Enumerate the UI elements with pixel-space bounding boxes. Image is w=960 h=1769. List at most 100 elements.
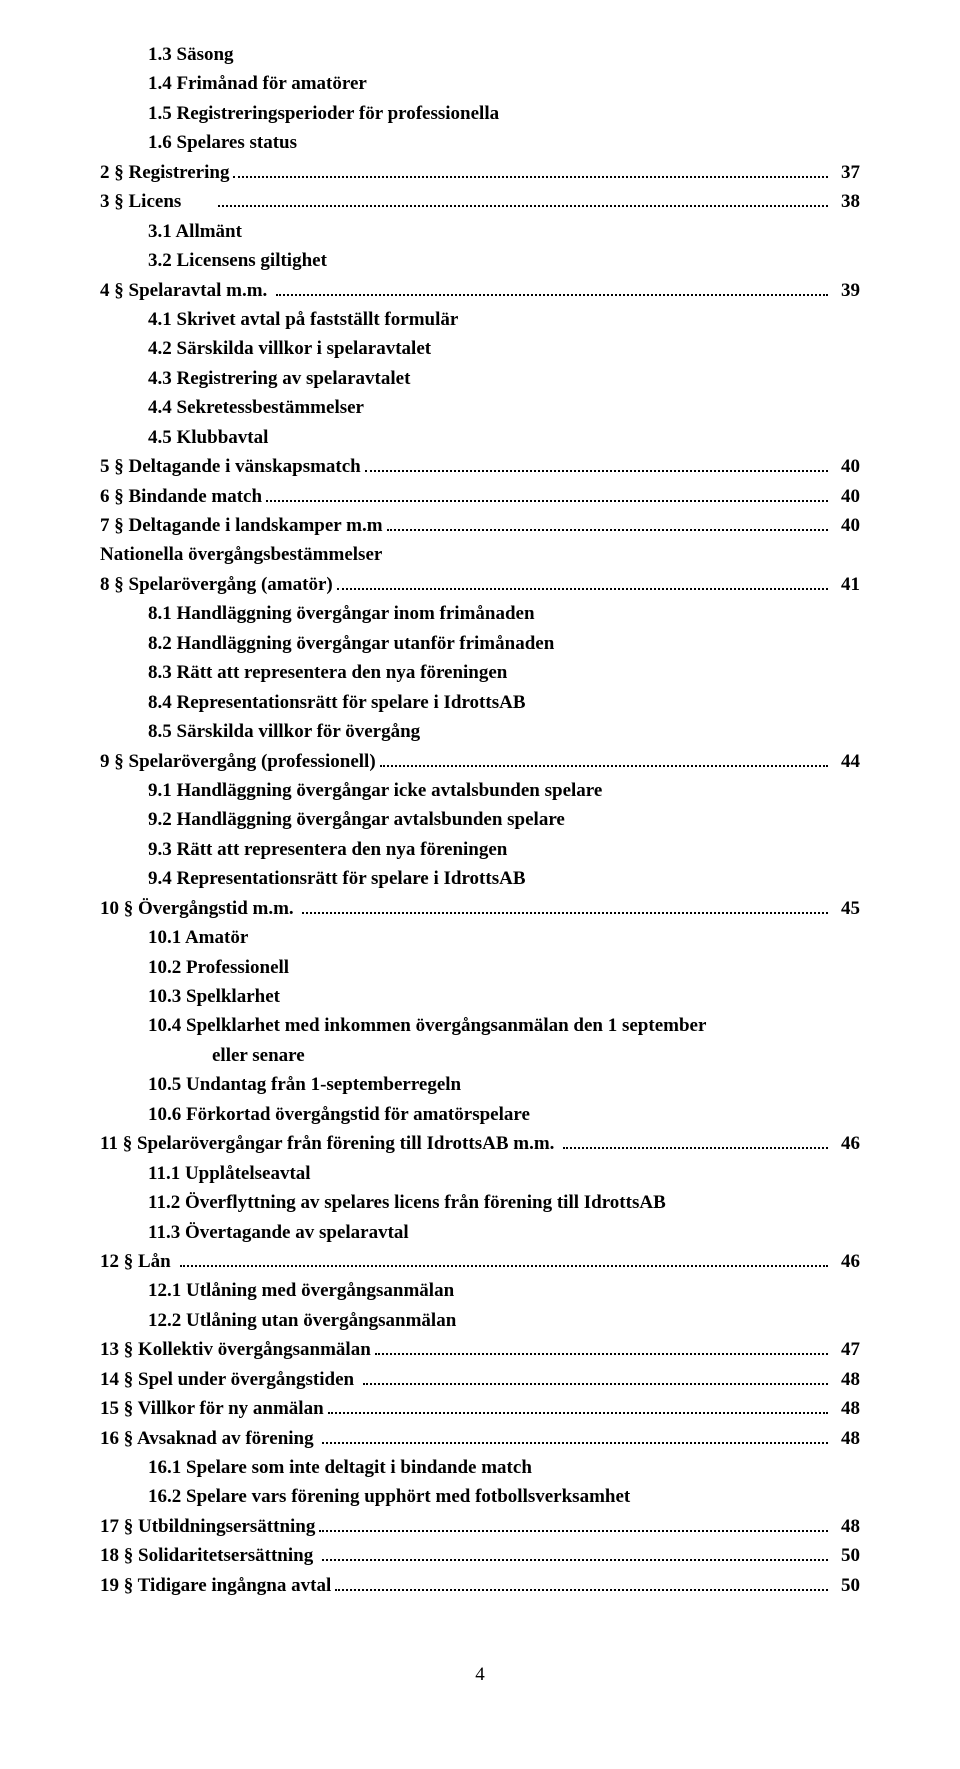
toc-label: 19 § Tidigare ingångna avtal — [100, 1571, 331, 1600]
toc-label: 4 § Spelaravtal m.m. — [100, 276, 272, 305]
toc-label: 2 § Registrering — [100, 158, 229, 187]
toc-row: 4.1 Skrivet avtal på fastställt formulär — [100, 305, 908, 334]
toc-row: 3.1 Allmänt — [100, 217, 908, 246]
toc-row: 1.6 Spelares status — [100, 128, 908, 157]
toc-row: 3 § Licens 38 — [100, 187, 860, 216]
toc-row: Nationella övergångsbestämmelser — [100, 540, 860, 569]
dot-leader — [322, 1426, 828, 1443]
toc-row: 10.6 Förkortad övergångstid för amatörsp… — [100, 1100, 908, 1129]
toc-label: 9.1 Handläggning övergångar icke avtalsb… — [148, 776, 602, 805]
toc-row: 8.4 Representationsrätt för spelare i Id… — [100, 688, 908, 717]
toc-row: 4.5 Klubbavtal — [100, 423, 908, 452]
toc-row: 8.5 Särskilda villkor för övergång — [100, 717, 908, 746]
toc-label: 11.2 Överflyttning av spelares licens fr… — [148, 1188, 666, 1217]
toc-label: 9 § Spelarövergång (professionell) — [100, 747, 376, 776]
toc-label: 8.3 Rätt att representera den nya föreni… — [148, 658, 507, 687]
toc-label: 12.2 Utlåning utan övergångsanmälan — [148, 1306, 456, 1335]
dot-leader — [380, 749, 828, 766]
toc-label: 9.3 Rätt att representera den nya föreni… — [148, 835, 507, 864]
toc-row: 8.1 Handläggning övergångar inom frimåna… — [100, 599, 908, 628]
toc-label: 10.1 Amatör — [148, 923, 248, 952]
toc-label: 9.4 Representationsrätt för spelare i Id… — [148, 864, 526, 893]
toc-row: 9.4 Representationsrätt för spelare i Id… — [100, 864, 908, 893]
toc-label: 17 § Utbildningsersättning — [100, 1512, 315, 1541]
toc-row: 1.3 Säsong — [100, 40, 908, 69]
dot-leader — [328, 1397, 828, 1414]
toc-row: 3.2 Licensens giltighet — [100, 246, 908, 275]
toc-label: 13 § Kollektiv övergångsanmälan — [100, 1335, 371, 1364]
toc-label: 15 § Villkor för ny anmälan — [100, 1394, 324, 1423]
toc-label: 8.5 Särskilda villkor för övergång — [148, 717, 420, 746]
toc-row: eller senare — [100, 1041, 960, 1070]
toc-label: 8.4 Representationsrätt för spelare i Id… — [148, 688, 526, 717]
toc-label: 18 § Solidaritetsersättning — [100, 1541, 318, 1570]
toc-page-number: 47 — [832, 1335, 860, 1364]
toc-label: 11.3 Övertagande av spelaravtal — [148, 1218, 409, 1247]
toc-label: 10.2 Professionell — [148, 953, 289, 982]
toc-label: eller senare — [212, 1041, 305, 1070]
toc-label: 12 § Lån — [100, 1247, 176, 1276]
toc-label: Nationella övergångsbestämmelser — [100, 540, 382, 569]
toc-row: 9.1 Handläggning övergångar icke avtalsb… — [100, 776, 908, 805]
toc-row: 9.2 Handläggning övergångar avtalsbunden… — [100, 805, 908, 834]
toc-label: 10.6 Förkortad övergångstid för amatörsp… — [148, 1100, 530, 1129]
toc-label: 11.1 Upplåtelseavtal — [148, 1159, 311, 1188]
toc-label: 1.6 Spelares status — [148, 128, 297, 157]
toc-row: 15 § Villkor för ny anmälan 48 — [100, 1394, 860, 1423]
toc-page-number: 45 — [832, 894, 860, 923]
toc-row: 10.4 Spelklarhet med inkommen övergångsa… — [100, 1011, 908, 1040]
toc-label: 1.4 Frimånad för amatörer — [148, 69, 367, 98]
toc-row: 16.1 Spelare som inte deltagit i bindand… — [100, 1453, 908, 1482]
dot-leader — [276, 278, 828, 295]
toc-row: 2 § Registrering37 — [100, 158, 860, 187]
dot-leader — [335, 1574, 828, 1591]
toc-row: 11 § Spelarövergångar från förening till… — [100, 1129, 860, 1158]
toc-row: 10 § Övergångstid m.m. 45 — [100, 894, 860, 923]
toc-label: 8.2 Handläggning övergångar utanför frim… — [148, 629, 554, 658]
toc-label: 11 § Spelarövergångar från förening till… — [100, 1129, 559, 1158]
dot-leader — [233, 161, 828, 178]
dot-leader — [319, 1515, 828, 1532]
toc-label: 3.1 Allmänt — [148, 217, 242, 246]
dot-leader — [180, 1250, 828, 1267]
toc-row: 18 § Solidaritetsersättning 50 — [100, 1541, 860, 1570]
dot-leader — [375, 1338, 828, 1355]
toc-page-number: 50 — [832, 1541, 860, 1570]
toc-label: 1.3 Säsong — [148, 40, 234, 69]
toc-label: 8 § Spelarövergång (amatör) — [100, 570, 333, 599]
toc-row: 11.3 Övertagande av spelaravtal — [100, 1218, 908, 1247]
toc-row: 4 § Spelaravtal m.m. 39 — [100, 276, 860, 305]
toc-label: 16 § Avsaknad av förening — [100, 1424, 318, 1453]
toc-label: 10.4 Spelklarhet med inkommen övergångsa… — [148, 1011, 706, 1040]
dot-leader — [363, 1368, 828, 1385]
toc-page-number: 46 — [832, 1247, 860, 1276]
toc-row: 14 § Spel under övergångstiden 48 — [100, 1365, 860, 1394]
toc-label: 4.5 Klubbavtal — [148, 423, 268, 452]
toc-row: 7 § Deltagande i landskamper m.m40 — [100, 511, 860, 540]
toc-row: 12 § Lån 46 — [100, 1247, 860, 1276]
toc-label: 1.5 Registreringsperioder för profession… — [148, 99, 499, 128]
toc-label: 12.1 Utlåning med övergångsanmälan — [148, 1276, 454, 1305]
toc-row: 8 § Spelarövergång (amatör)41 — [100, 570, 860, 599]
toc-page-number: 46 — [832, 1129, 860, 1158]
dot-leader — [302, 897, 828, 914]
dot-leader — [218, 190, 828, 207]
toc-label: 10 § Övergångstid m.m. — [100, 894, 298, 923]
toc-label: 9.2 Handläggning övergångar avtalsbunden… — [148, 805, 565, 834]
toc-label: 8.1 Handläggning övergångar inom frimåna… — [148, 599, 535, 628]
toc-page-number: 40 — [832, 482, 860, 511]
toc-page-number: 48 — [832, 1365, 860, 1394]
toc-page-number: 48 — [832, 1512, 860, 1541]
toc-row: 10.3 Spelklarhet — [100, 982, 908, 1011]
toc-row: 1.4 Frimånad för amatörer — [100, 69, 908, 98]
toc-label: 7 § Deltagande i landskamper m.m — [100, 511, 383, 540]
toc-page-number: 44 — [832, 747, 860, 776]
toc-label: 4.3 Registrering av spelaravtalet — [148, 364, 410, 393]
toc-label: 3 § Licens — [100, 187, 214, 216]
toc-row: 11.2 Överflyttning av spelares licens fr… — [100, 1188, 908, 1217]
toc-row: 4.4 Sekretessbestämmelser — [100, 393, 908, 422]
dot-leader — [563, 1132, 828, 1149]
toc-row: 1.5 Registreringsperioder för profession… — [100, 99, 908, 128]
toc-page-number: 48 — [832, 1394, 860, 1423]
toc-label: 10.5 Undantag från 1-septemberregeln — [148, 1070, 461, 1099]
